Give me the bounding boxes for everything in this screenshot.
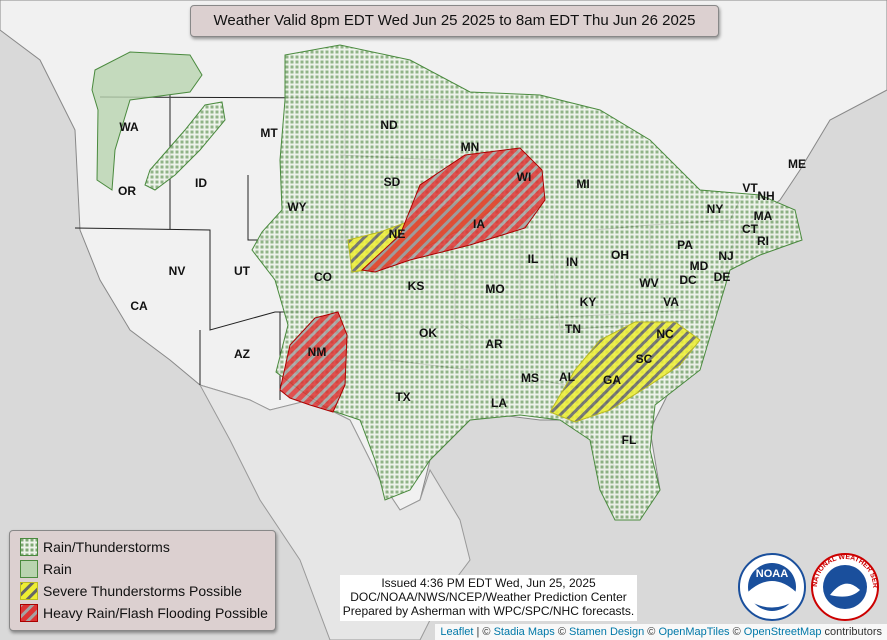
title: Weather Valid 8pm EDT Wed Jun 25 2025 to… [190, 5, 719, 37]
state-label: FL [622, 433, 637, 447]
issued-line: Prepared by Asherman with WPC/SPC/NHC fo… [342, 604, 635, 618]
state-label: LA [491, 396, 507, 410]
state-label: MO [485, 282, 504, 296]
attribution-link[interactable]: OpenMapTiles [658, 626, 730, 638]
state-label: WA [119, 120, 139, 134]
issued-box: Issued 4:36 PM EDT Wed, Jun 25, 2025 DOC… [340, 575, 637, 621]
state-label: IN [566, 255, 578, 269]
thunderstorm-area [251, 44, 803, 521]
state-label: SD [384, 175, 401, 189]
attribution-link[interactable]: Stadia Maps [493, 626, 555, 638]
issued-line: Issued 4:36 PM EDT Wed, Jun 25, 2025 [381, 576, 596, 590]
state-label: MS [521, 371, 539, 385]
flood-area [279, 311, 348, 413]
state-label: GA [603, 373, 621, 387]
state-label: ME [788, 157, 806, 171]
legend-label: Rain/Thunderstorms [43, 539, 170, 555]
state-label: TX [395, 390, 410, 404]
state-label: IA [473, 217, 485, 231]
legend-swatch [20, 538, 38, 556]
state-label: KY [580, 295, 597, 309]
state-label: MN [461, 140, 480, 154]
copyright: © [557, 626, 566, 638]
copyright: © [647, 626, 656, 638]
state-label: NV [169, 264, 186, 278]
separator: | [476, 626, 480, 638]
flood-area [360, 147, 546, 273]
state-label: VA [663, 295, 679, 309]
state-label: NY [707, 202, 724, 216]
state-label: OH [611, 248, 629, 262]
attribution-link[interactable]: Leaflet [440, 626, 474, 638]
legend-label: Rain [43, 561, 72, 577]
state-label: PA [677, 238, 693, 252]
state-label: UT [234, 264, 251, 278]
state-label: MT [260, 126, 278, 140]
noaa-logo: NOAA [738, 553, 806, 621]
state-label: VT [742, 181, 758, 195]
attribution: Leaflet | © Stadia Maps © Stamen Design … [435, 624, 887, 640]
state-label: AR [485, 337, 503, 351]
rain-area [91, 51, 203, 191]
state-labels: WA OR ID MT ND SD WY NV CA UT CO NE KS AZ NM OK TX MN IA MO… [118, 118, 806, 447]
state-label: OR [118, 184, 136, 198]
state-label: OK [419, 326, 437, 340]
state-label: NM [308, 345, 327, 359]
legend-swatch [20, 582, 38, 600]
state-label: CT [742, 222, 759, 236]
legend-swatch [20, 560, 38, 578]
noaa-text: NOAA [756, 568, 788, 580]
state-label: ID [195, 176, 207, 190]
attribution-link[interactable]: Stamen Design [568, 626, 645, 638]
state-label: CO [314, 270, 332, 284]
state-label: MA [754, 209, 773, 223]
state-label: KS [408, 279, 425, 293]
copyright: © [732, 626, 741, 638]
issued-line: DOC/NOAA/NWS/NCEP/Weather Prediction Cen… [350, 590, 627, 604]
thunderstorm-area [144, 101, 226, 191]
legend-swatch [20, 604, 38, 622]
state-label: NJ [718, 249, 733, 263]
state-label: DE [714, 270, 731, 284]
state-label: NC [656, 327, 674, 341]
state-label: WV [639, 276, 658, 290]
state-label: MD [690, 259, 709, 273]
state-label: WI [517, 170, 532, 184]
state-label: DC [679, 273, 697, 287]
state-label: RI [757, 234, 769, 248]
legend-label: Severe Thunderstorms Possible [43, 583, 242, 599]
state-label: ND [380, 118, 398, 132]
legend-label: Heavy Rain/Flash Flooding Possible [43, 605, 268, 621]
state-label: TN [565, 322, 581, 336]
legend: Rain/Thunderstorms Rain Severe Thunderstor… [9, 530, 276, 631]
state-label: WY [287, 200, 306, 214]
copyright: © [482, 626, 491, 638]
attribution-link[interactable]: OpenStreetMap [743, 626, 822, 638]
state-label: IL [528, 252, 539, 266]
state-label: AZ [234, 347, 250, 361]
severe-area [549, 321, 701, 423]
state-label: AL [559, 370, 575, 384]
attribution-suffix: contributors [824, 626, 882, 638]
state-label: NE [389, 227, 406, 241]
state-label: NH [757, 189, 774, 203]
state-label: SC [636, 352, 653, 366]
state-label: CA [130, 299, 148, 313]
state-label: MI [576, 177, 589, 191]
